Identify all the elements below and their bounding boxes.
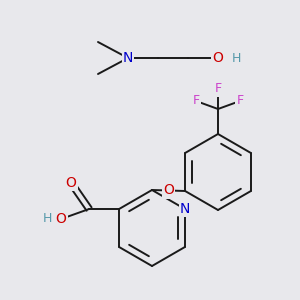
Text: H: H <box>232 52 242 64</box>
Text: O: O <box>213 51 224 65</box>
Text: N: N <box>123 51 133 65</box>
Text: F: F <box>214 82 222 95</box>
Text: N: N <box>180 202 190 216</box>
Text: O: O <box>163 184 174 197</box>
Text: O: O <box>66 176 76 190</box>
Text: O: O <box>56 212 67 226</box>
Text: F: F <box>236 94 244 107</box>
Text: F: F <box>192 94 200 107</box>
Text: H: H <box>42 212 52 226</box>
